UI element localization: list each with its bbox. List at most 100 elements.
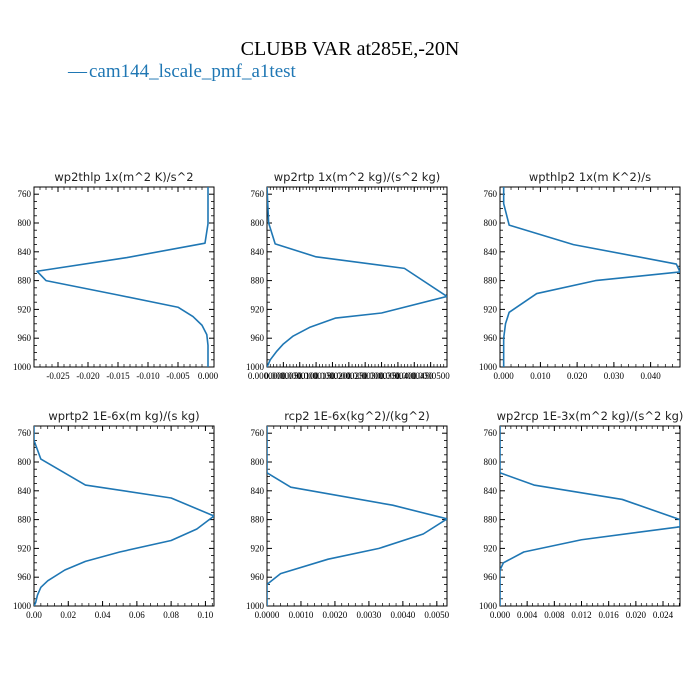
- plot-frame: [266, 186, 448, 368]
- x-tick-label: 0.040: [640, 371, 661, 381]
- x-tick-label: 0.02: [60, 610, 76, 620]
- x-tick-label: -0.005: [166, 371, 190, 381]
- y-tick-label: 840: [18, 486, 32, 496]
- x-tick-label: 0.0000400: [379, 371, 418, 381]
- plot-frame: [499, 186, 681, 368]
- y-tick-label: 880: [18, 276, 32, 286]
- x-tick-label: 0.08: [163, 610, 179, 620]
- y-tick-label: 840: [18, 247, 32, 257]
- y-tick-label: 800: [18, 218, 32, 228]
- panel-title: wpthlp2 1x(m K^2)/s: [529, 170, 651, 184]
- y-tick-label: 920: [18, 304, 32, 314]
- x-tick-label: 0.024: [653, 610, 674, 620]
- y-tick-label: 1000: [246, 601, 265, 611]
- panel-title: wp2thlp 1x(m^2 K)/s^2: [54, 170, 193, 184]
- plot-frame: [33, 425, 215, 607]
- y-tick-label: 800: [251, 457, 265, 467]
- x-tick-label: 0.008: [544, 610, 565, 620]
- y-tick-label: 960: [18, 333, 32, 343]
- y-tick-label: 760: [484, 428, 498, 438]
- x-tick-label: 0.004: [517, 610, 538, 620]
- y-tick-label: 880: [484, 515, 498, 525]
- plot-frame: [266, 425, 448, 607]
- x-tick-label: 0.000: [494, 371, 515, 381]
- y-tick-label: 800: [18, 457, 32, 467]
- y-tick-label: 920: [18, 543, 32, 553]
- y-tick-label: 920: [484, 543, 498, 553]
- x-tick-label: 0.0000250: [330, 371, 369, 381]
- plot-frame: [499, 425, 681, 607]
- x-tick-label: 0.0000100: [281, 371, 320, 381]
- panel-2: wp2rtp 1x(m^2 kg)/(s^2 kg) 760 800 840 880 92…: [246, 170, 450, 381]
- x-tick-label: 0.010: [530, 371, 551, 381]
- x-tick-label: 0.020: [567, 371, 588, 381]
- x-tick-label: 0.0000200: [313, 371, 352, 381]
- y-tick-label: 880: [251, 276, 265, 286]
- panel-title: wp2rcp 1E-3x(m^2 kg)/(s^2 kg): [497, 409, 684, 423]
- x-tick-label: -0.010: [136, 371, 160, 381]
- x-tick-label: 0.012: [571, 610, 591, 620]
- y-tick-label: 840: [484, 247, 498, 257]
- y-tick-label: 1000: [13, 362, 32, 372]
- y-tick-label: 920: [251, 304, 265, 314]
- y-tick-label: 920: [251, 543, 265, 553]
- x-tick-label: 0.016: [599, 610, 620, 620]
- series-line: [36, 187, 209, 367]
- panels: wp2thlp 1x(m^2 K)/s^2 760 800 840 880 920 960 1…: [13, 170, 683, 620]
- x-tick-label: 0.030: [604, 371, 625, 381]
- panel-6: wp2rcp 1E-3x(m^2 kg)/(s^2 kg) 760 800 840 88…: [479, 409, 683, 620]
- plot-frame: [33, 186, 215, 368]
- panel-1: wp2thlp 1x(m^2 K)/s^2 760 800 840 880 920 960 1…: [13, 170, 219, 381]
- y-tick-label: 760: [18, 428, 32, 438]
- series-line: [500, 426, 680, 606]
- y-tick-label: 800: [484, 457, 498, 467]
- y-tick-label: 840: [484, 486, 498, 496]
- x-tick-label: -0.020: [76, 371, 100, 381]
- x-tick-label: 0.0000: [255, 610, 280, 620]
- x-tick-label: 0.0010: [289, 610, 314, 620]
- x-tick-label: 0.06: [129, 610, 145, 620]
- y-tick-label: 880: [251, 515, 265, 525]
- y-tick-label: 760: [18, 189, 32, 199]
- x-tick-label: 0.04: [95, 610, 111, 620]
- legend-label: cam144_lscale_pmf_a1test: [89, 61, 297, 82]
- panel-5: rcp2 1E-6x(kg^2)/(kg^2) 760 800 840 880 920 96…: [246, 409, 450, 620]
- y-tick-label: 960: [484, 572, 498, 582]
- y-tick-label: 880: [18, 515, 32, 525]
- y-tick-label: 880: [484, 276, 498, 286]
- y-tick-label: 960: [484, 333, 498, 343]
- x-tick-label: 0.0000050: [264, 371, 303, 381]
- y-tick-label: 1000: [479, 601, 498, 611]
- x-tick-label: 0.0000500: [412, 371, 451, 381]
- x-tick-label: 0.0000000: [248, 371, 287, 381]
- y-tick-label: 840: [251, 247, 265, 257]
- y-tick-label: 920: [484, 304, 498, 314]
- x-tick-label: 0.0030: [357, 610, 382, 620]
- y-tick-label: 760: [251, 189, 265, 199]
- legend-marker: —: [67, 61, 88, 82]
- y-tick-label: 760: [484, 189, 498, 199]
- y-tick-label: 960: [251, 572, 265, 582]
- x-tick-label: 0.0000350: [362, 371, 401, 381]
- x-tick-label: -0.025: [46, 371, 70, 381]
- x-tick-label: 0.0020: [323, 610, 348, 620]
- panel-title: rcp2 1E-6x(kg^2)/(kg^2): [284, 409, 430, 423]
- y-tick-label: 1000: [479, 362, 498, 372]
- y-tick-label: 840: [251, 486, 265, 496]
- panel-4: wprtp2 1E-6x(m kg)/(s kg) 760 800 840 880 920…: [13, 409, 215, 620]
- series-line: [34, 426, 214, 606]
- x-tick-label: 0.000: [490, 610, 511, 620]
- x-tick-label: 0.000: [198, 371, 219, 381]
- y-tick-label: 960: [18, 572, 32, 582]
- x-tick-label: 0.020: [626, 610, 647, 620]
- y-tick-label: 800: [251, 218, 265, 228]
- panel-3: wpthlp2 1x(m K^2)/s 760 800 840 880 920 960 100…: [479, 170, 681, 381]
- x-tick-label: 0.0000300: [346, 371, 385, 381]
- y-tick-label: 1000: [246, 362, 265, 372]
- y-tick-label: 1000: [13, 601, 32, 611]
- y-tick-label: 760: [251, 428, 265, 438]
- x-tick-label: 0.10: [198, 610, 214, 620]
- x-tick-label: -0.015: [106, 371, 130, 381]
- series-line: [267, 426, 447, 606]
